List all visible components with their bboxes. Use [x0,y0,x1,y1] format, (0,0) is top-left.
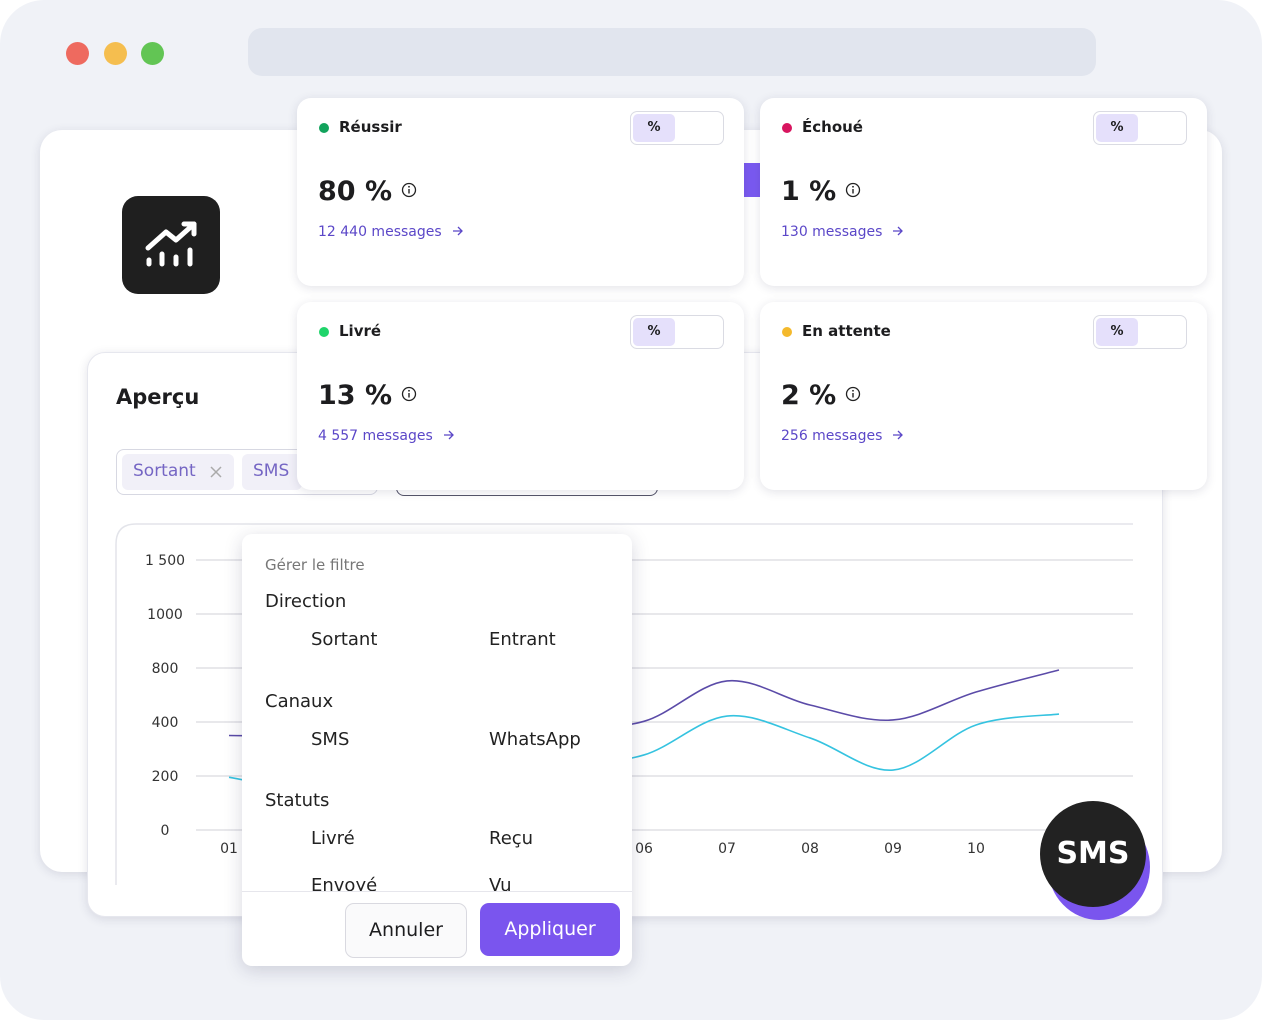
apply-button[interactable]: Appliquer [480,903,620,956]
info-icon[interactable] [845,386,861,402]
y-tick-label: 400 [152,715,179,731]
messages-link[interactable]: 130 messages [781,224,904,240]
option-label: Entrant [489,629,556,650]
status-dot [319,327,329,337]
x-tick-label: 08 [801,841,819,857]
overview-title: Aperçu [116,385,200,409]
option-label: Reçu [489,828,534,849]
y-tick-label: 800 [152,661,179,677]
stat-label: En attente [802,322,891,340]
messages-link[interactable]: 12 440 messages [318,224,464,240]
view-toggle[interactable]: % [1093,315,1187,349]
option-label: SMS [311,728,350,750]
percent-toggle: % [1096,114,1138,142]
y-tick-label: 200 [152,769,179,785]
percent-toggle: % [633,114,675,142]
chip-remove[interactable] [210,466,222,478]
divider [242,891,632,892]
status-dot [782,327,792,337]
option-label: Envoyé [311,875,378,891]
percent-toggle: % [1096,318,1138,346]
section-title: Canaux [265,690,334,712]
stat-value: 2 % [781,380,861,411]
filter-body: Direction Sortant Entrant Canaux SMS WhatsApp… [242,534,632,891]
info-icon[interactable] [401,182,417,198]
section-title: Statuts [265,790,330,811]
messages-link[interactable]: 256 messages [781,428,904,444]
cancel-button[interactable]: Annuler [345,903,467,958]
y-tick-label: 1000 [147,607,183,623]
stat-label: Échoué [802,118,863,136]
option-label: Vu [489,875,512,891]
info-icon[interactable] [845,182,861,198]
stat-value: 1 % [781,176,861,207]
arrow-icon [452,226,463,236]
sms-badge: SMS [1040,801,1146,907]
stat-card: Réussir% 80 % 12 440 messages [297,98,744,286]
chip-label: Sortant [133,461,196,481]
y-tick-label: 0 [161,823,170,839]
messages-link[interactable]: 4 557 messages [318,428,455,444]
option-label: Livré [311,828,355,849]
arrow-icon [893,430,904,440]
percent-toggle: % [633,318,675,346]
add-button-partial[interactable] [744,163,760,197]
view-toggle[interactable]: % [1093,111,1187,145]
x-tick-label: 09 [884,841,902,857]
arrow-icon [443,430,454,440]
arrow-icon [893,226,904,236]
view-toggle[interactable]: % [630,111,724,145]
chip[interactable]: Sortant [122,454,234,490]
view-toggle[interactable]: % [630,315,724,349]
x-tick-label: 01 [220,841,238,857]
stat-label: Réussir [339,118,402,136]
stat-card: Échoué% 1 % 130 messages [760,98,1207,286]
x-tick-label: 06 [635,841,653,857]
window-maximize[interactable] [141,42,164,65]
status-dot [319,123,329,133]
app-icon [122,196,220,294]
option-label: Sortant [311,629,378,650]
stat-value: 80 % [318,176,417,207]
filter-title: Gérer le filtre [265,556,365,574]
window-minimize[interactable] [104,42,127,65]
window-close[interactable] [66,42,89,65]
section-title: Direction [265,591,347,612]
x-tick-label: 10 [967,841,985,857]
stat-label: Livré [339,322,382,340]
y-tick-label: 1 500 [145,553,185,569]
stat-value: 13 % [318,380,417,411]
stat-card: Livré% 13 % 4 557 messages [297,302,744,490]
status-dot [782,123,792,133]
chart-border [115,523,1133,885]
x-tick-label: 07 [718,841,736,857]
filter-panel: Gérer le filtre Direction Sortant Entrant C… [242,534,632,966]
chip-label: SMS [253,461,290,481]
option-label: WhatsApp [489,728,581,750]
address-bar[interactable] [248,28,1096,76]
stat-card: En attente% 2 % 256 messages [760,302,1207,490]
chip[interactable]: SMS [242,454,302,490]
info-icon[interactable] [401,386,417,402]
trend-icon [145,221,197,267]
